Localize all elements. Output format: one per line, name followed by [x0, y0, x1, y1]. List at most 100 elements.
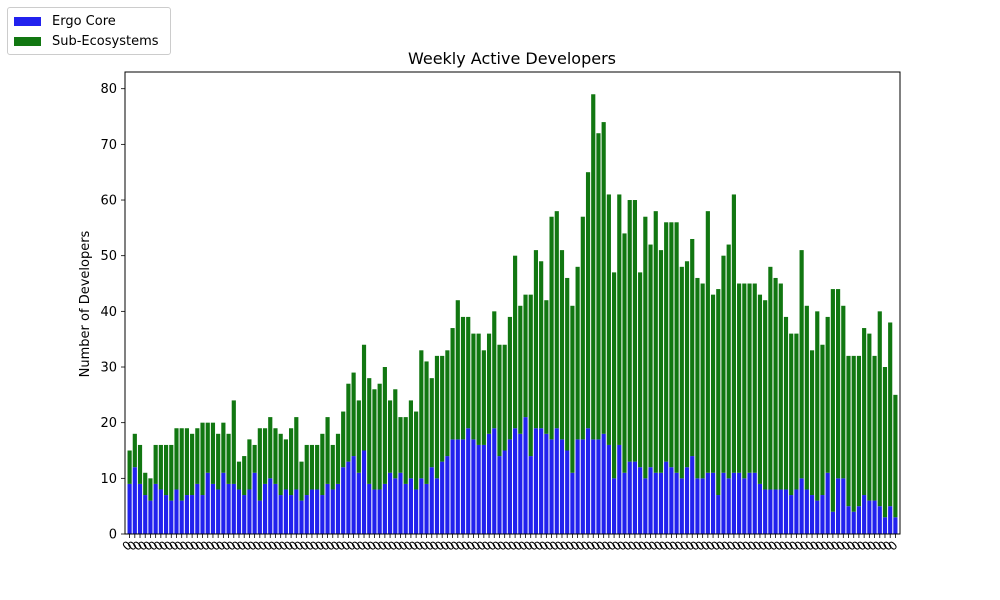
bar-sub-ecosystems	[309, 444, 315, 490]
bar-ergo-core	[377, 489, 382, 534]
bar-ergo-core	[393, 478, 398, 534]
bar-ergo-core	[783, 489, 789, 534]
bar-ergo-core	[882, 517, 888, 534]
bar-sub-ecosystems	[424, 361, 429, 484]
bar-ergo-core	[247, 489, 252, 534]
bar-sub-ecosystems	[690, 238, 695, 457]
bar-ergo-core	[622, 472, 627, 534]
bar-sub-ecosystems	[513, 255, 518, 429]
bar-sub-ecosystems	[747, 283, 752, 473]
bar-sub-ecosystems	[216, 433, 221, 490]
bar-ergo-core	[872, 500, 877, 534]
bar-ergo-core	[653, 472, 658, 534]
bar-sub-ecosystems	[163, 444, 169, 496]
bar-ergo-core	[299, 500, 304, 534]
bar-ergo-core	[643, 478, 648, 534]
bar-sub-ecosystems	[559, 250, 565, 440]
bar-sub-ecosystems	[450, 328, 455, 440]
bar-sub-ecosystems	[502, 344, 507, 451]
bar-ergo-core	[262, 483, 268, 534]
bar-sub-ecosystems	[742, 283, 747, 479]
bar-ergo-core	[221, 472, 226, 534]
bar-sub-ecosystems	[367, 378, 372, 484]
bar-sub-ecosystems	[737, 283, 742, 473]
bar-ergo-core	[283, 489, 288, 534]
bar-ergo-core	[815, 500, 820, 534]
bar-ergo-core	[398, 472, 403, 534]
bar-sub-ecosystems	[877, 311, 882, 507]
bar-sub-ecosystems	[226, 433, 231, 484]
bar-sub-ecosystems	[200, 422, 205, 496]
bar-sub-ecosystems	[580, 216, 585, 440]
bar-sub-ecosystems	[481, 350, 486, 445]
bar-sub-ecosystems	[132, 433, 137, 468]
bar-ergo-core	[408, 478, 413, 534]
bar-ergo-core	[216, 489, 221, 534]
bar-ergo-core	[606, 444, 611, 534]
bar-ergo-core	[492, 428, 497, 534]
bar-sub-ecosystems	[768, 266, 773, 490]
bar-ergo-core	[414, 489, 419, 534]
bar-sub-ecosystems	[679, 266, 684, 479]
bar-sub-ecosystems	[356, 400, 361, 473]
bar-ergo-core	[169, 500, 174, 534]
bar-ergo-core	[335, 483, 341, 534]
bar-ergo-core	[544, 433, 549, 534]
y-axis-label: Number of Developers	[78, 230, 93, 377]
bar-sub-ecosystems	[455, 300, 460, 440]
bar-sub-ecosystems	[486, 333, 492, 434]
bar-sub-ecosystems	[320, 433, 325, 496]
bar-sub-ecosystems	[757, 294, 763, 484]
bar-ergo-core	[351, 456, 356, 534]
bar-sub-ecosystems	[533, 250, 539, 429]
bar-ergo-core	[518, 433, 523, 534]
bar-sub-ecosystems	[398, 417, 403, 473]
bar-sub-ecosystems	[153, 444, 158, 484]
legend-item-sub-ecosystems: Sub-Ecosystems	[14, 31, 159, 51]
bar-sub-ecosystems	[414, 411, 419, 490]
y-tick-label: 10	[100, 472, 117, 487]
bar-sub-ecosystems	[695, 277, 700, 479]
bar-ergo-core	[721, 472, 726, 534]
legend-item-ergo-core: Ergo Core	[14, 11, 116, 31]
bar-ergo-core	[236, 489, 242, 534]
bar-ergo-core	[570, 472, 575, 534]
bar-sub-ecosystems	[528, 294, 533, 457]
bar-ergo-core	[851, 511, 856, 534]
bar-ergo-core	[742, 478, 747, 534]
y-tick-label: 0	[109, 528, 117, 543]
bar-sub-ecosystems	[127, 450, 132, 484]
bar-ergo-core	[752, 472, 757, 534]
bar-sub-ecosystems	[565, 277, 570, 451]
bar-ergo-core	[867, 500, 872, 534]
bar-sub-ecosystems	[554, 211, 559, 429]
bar-sub-ecosystems	[643, 216, 648, 479]
legend-label-ergo-core: Ergo Core	[52, 13, 116, 29]
bar-sub-ecosystems	[518, 305, 523, 434]
bar-sub-ecosystems	[440, 355, 445, 462]
bar-sub-ecosystems	[137, 444, 143, 484]
bar-sub-ecosystems	[325, 417, 330, 484]
bar-ergo-core	[705, 472, 710, 534]
bar-sub-ecosystems	[242, 456, 247, 496]
bar-sub-ecosystems	[471, 333, 476, 440]
bar-sub-ecosystems	[361, 344, 367, 451]
bar-sub-ecosystems	[236, 461, 242, 490]
bar-sub-ecosystems	[664, 222, 669, 462]
bar-ergo-core	[466, 428, 471, 534]
bar-sub-ecosystems	[893, 394, 898, 518]
y-tick-label: 70	[100, 138, 117, 153]
bar-ergo-core	[679, 478, 684, 534]
bar-ergo-core	[690, 456, 695, 534]
bar-ergo-core	[669, 467, 674, 534]
bar-ergo-core	[445, 456, 450, 534]
bar-ergo-core	[841, 478, 846, 534]
bar-ergo-core	[440, 461, 445, 534]
bar-ergo-core	[533, 428, 539, 534]
bar-sub-ecosystems	[393, 389, 398, 479]
bar-ergo-core	[585, 428, 591, 534]
bar-sub-ecosystems	[809, 350, 815, 496]
legend: Ergo Core Sub-Ecosystems	[7, 7, 171, 55]
bar-ergo-core	[195, 483, 200, 534]
bar-ergo-core	[481, 444, 486, 534]
